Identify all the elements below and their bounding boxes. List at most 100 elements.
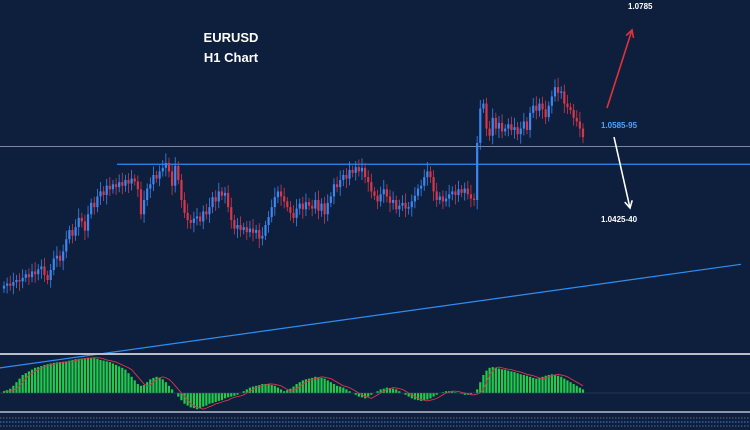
candle-body — [516, 127, 519, 135]
candle-body — [43, 266, 46, 275]
candle-body — [177, 165, 180, 180]
candle-body — [532, 105, 535, 113]
candle-body — [174, 165, 177, 186]
candle-body — [332, 184, 336, 197]
candle-body — [500, 122, 504, 132]
candle-body — [513, 127, 516, 130]
candle-body — [239, 225, 242, 230]
candle-body — [186, 212, 189, 220]
candle-body — [149, 184, 152, 189]
candle-body — [553, 87, 557, 97]
candle-body — [563, 91, 566, 104]
candle-body — [158, 171, 161, 179]
candle-body — [317, 200, 320, 211]
candle-body — [360, 167, 364, 172]
candle-body — [6, 283, 9, 286]
candle-body — [363, 167, 367, 178]
candle-body — [199, 216, 202, 222]
projection-arrows-group — [606, 28, 635, 210]
candle-body — [2, 285, 6, 289]
candle-body — [245, 227, 248, 233]
level-label-target-down: 1.0425-40 — [601, 215, 638, 224]
candle-body — [30, 271, 34, 278]
rising-trendline — [0, 263, 742, 369]
candle-body — [482, 103, 485, 109]
candle-body — [189, 220, 192, 223]
candle-body — [127, 180, 130, 184]
candle-body — [560, 91, 563, 93]
candle-body — [320, 203, 323, 211]
candle-body — [62, 251, 65, 261]
candle-body — [385, 189, 388, 197]
candle-body — [522, 121, 525, 129]
candle-body — [463, 188, 466, 193]
level-label-support: 1.0585-95 — [601, 121, 638, 130]
candle-body — [388, 196, 392, 203]
candle-body — [251, 228, 255, 233]
candle-body — [416, 188, 420, 196]
candle-body — [34, 271, 37, 275]
candle-body — [65, 239, 68, 252]
candle-body — [485, 103, 488, 129]
level-label-target-up: 1.0785 — [628, 2, 653, 11]
candle-body — [242, 227, 245, 230]
candle-body — [435, 191, 438, 200]
candle-body — [90, 202, 93, 215]
candle-body — [114, 184, 118, 188]
candle-body — [40, 266, 43, 270]
candle-body — [155, 175, 158, 179]
candle-body — [202, 211, 205, 222]
candle-body — [223, 192, 227, 196]
candle-body — [49, 270, 52, 280]
candle-body — [96, 196, 99, 208]
candle-body — [121, 182, 124, 186]
candle-body — [314, 200, 317, 209]
candle-body — [335, 184, 339, 188]
candle-body — [392, 200, 395, 203]
candle-body — [192, 218, 195, 223]
candle-body — [133, 178, 136, 182]
candle-body — [535, 105, 538, 111]
candle-body — [519, 128, 522, 135]
candle-body — [108, 185, 111, 190]
candle-body — [248, 228, 252, 233]
candle-body — [298, 203, 301, 209]
candle-body — [93, 202, 96, 208]
candle-body — [339, 180, 342, 188]
candle-body — [547, 105, 550, 118]
candle-body — [124, 180, 127, 186]
candle-body — [538, 103, 541, 111]
candle-body — [255, 230, 258, 233]
candle-body — [575, 117, 578, 122]
candle-body — [311, 205, 314, 209]
candle-body — [357, 167, 360, 172]
candle-body — [376, 195, 379, 202]
candle-body — [24, 274, 27, 278]
candle-body — [348, 170, 351, 179]
candle-body — [136, 181, 139, 190]
candle-body — [345, 175, 348, 179]
arrow-up-shaft — [606, 29, 633, 109]
candle-body — [373, 191, 376, 196]
candle-body — [230, 207, 233, 220]
candle-body — [382, 189, 385, 195]
candle-body — [469, 194, 473, 199]
candle-body — [58, 255, 62, 261]
candle-body — [432, 177, 435, 192]
candle-body — [52, 258, 55, 270]
candle-body — [118, 182, 121, 188]
candle-body — [227, 192, 230, 208]
candle-body — [379, 194, 382, 202]
candle-body — [55, 255, 59, 259]
candle-body — [12, 282, 15, 286]
candle-body — [441, 196, 445, 202]
arrow-down-head — [624, 200, 633, 210]
candle-body — [233, 220, 236, 229]
candle-body — [102, 191, 105, 195]
candle-body — [307, 202, 311, 206]
candle-body — [183, 200, 186, 213]
candle-body — [99, 191, 102, 197]
candle-body — [111, 184, 115, 190]
